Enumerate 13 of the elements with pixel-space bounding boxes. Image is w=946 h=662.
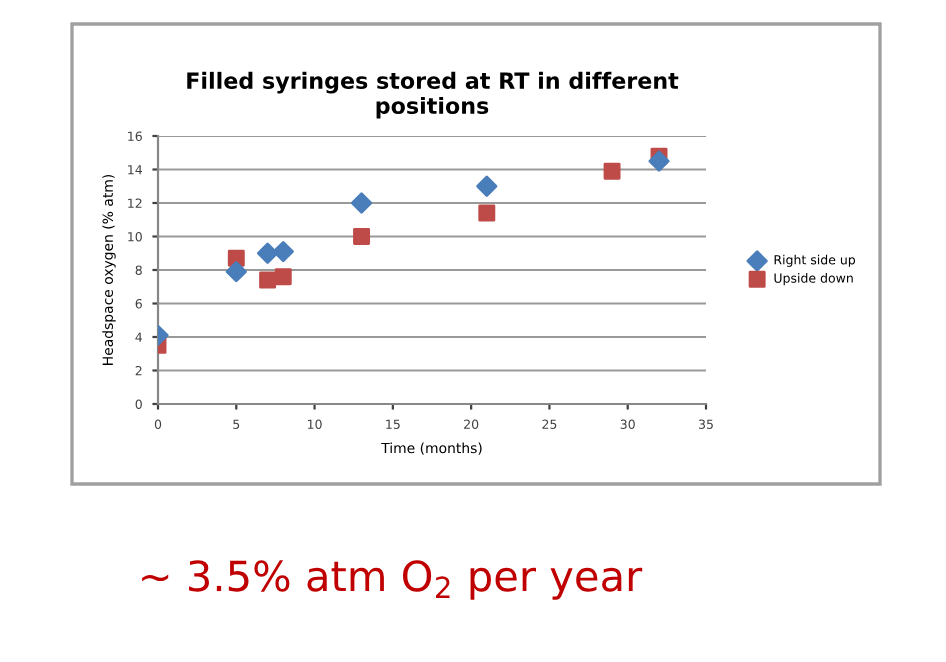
point: [648, 150, 670, 172]
text: ~ 3.5% atm O$_{2}$ per year: [142, 560, 643, 600]
chart-title: Filled syringes stored at RT in different positions: [187, 71, 679, 119]
point: [259, 271, 277, 289]
point: [257, 242, 279, 264]
point: [225, 261, 247, 283]
point: [476, 175, 498, 197]
point: [353, 228, 371, 245]
point: [350, 192, 373, 214]
point: [603, 162, 621, 180]
point: [274, 268, 292, 286]
point: [272, 240, 294, 263]
point: [478, 204, 496, 222]
